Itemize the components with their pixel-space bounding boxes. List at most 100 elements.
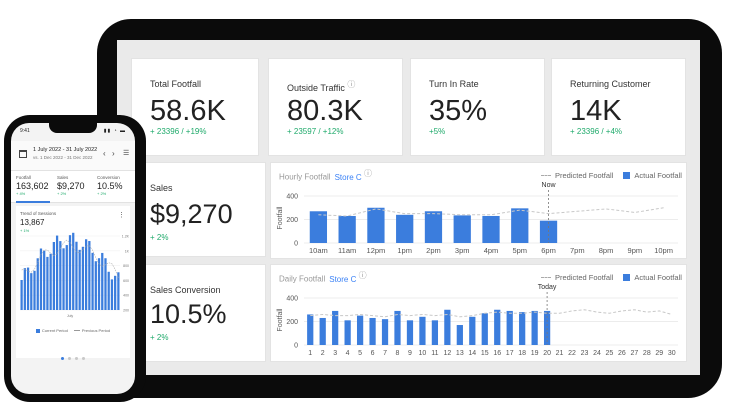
predicted-footfall-line (310, 309, 672, 318)
y-tick-label: 1.2K (122, 235, 130, 239)
sessions-legend: Current Period Previous Period (16, 328, 130, 333)
sessions-chart-card: Trend of Sessions 13,867 + 1% ⋮ 1.2K 1K 80… (16, 206, 130, 360)
x-tick-label: 3pm (455, 246, 470, 255)
metric-value: 10.5% (97, 181, 123, 191)
x-tick-label: 22 (568, 350, 576, 357)
actual-footfall-bar (381, 319, 389, 345)
sales-delta: + 2% (150, 233, 169, 242)
y-tick-label: 1K (125, 249, 130, 253)
x-tick-label: 9 (408, 350, 412, 357)
current-period-bar (33, 270, 36, 310)
current-period-bar (75, 241, 78, 310)
x-tick-label: 23 (581, 350, 589, 357)
page-dot[interactable] (61, 357, 64, 360)
y-tick-label: 200 (286, 319, 298, 326)
legend-predicted: Predicted Footfall (555, 273, 614, 282)
store-selector[interactable]: Store C (334, 172, 362, 182)
actual-footfall-bar (332, 310, 339, 345)
marker-label: Now (542, 182, 557, 189)
actual-footfall-bar (344, 320, 351, 345)
current-period-bar (104, 258, 107, 310)
actual-footfall-bar (519, 312, 526, 345)
x-tick-label: 6pm (541, 246, 556, 255)
sales-conversion-delta: + 2% (150, 333, 169, 342)
hourly-chart-title: Hourly Footfall Store C ⓘ (279, 168, 372, 182)
kpi-value: 58.6K (150, 95, 226, 127)
store-selector[interactable]: Store C (329, 274, 357, 284)
actual-footfall-bar (482, 215, 500, 243)
prev-period-button[interactable]: ‹ (103, 149, 106, 158)
current-period-bar (91, 252, 94, 310)
daily-footfall-card[interactable]: Daily Footfall Store C ⓘ Predicted Footfa… (270, 264, 687, 362)
legend-predicted: Predicted Footfall (555, 171, 614, 180)
status-icons: ▮▮ ◔ ▬ (103, 128, 126, 134)
date-range[interactable]: 1 July 2022 - 31 July 2022 (33, 147, 98, 153)
next-period-button[interactable]: › (112, 149, 115, 158)
current-period-bar (20, 280, 23, 310)
kpi-value: 14K (570, 95, 622, 127)
x-tick-label: 1pm (397, 246, 412, 255)
current-period-bar (72, 232, 75, 310)
predicted-legend-line (541, 277, 551, 278)
chart-title-text: Hourly Footfall (279, 172, 331, 182)
info-icon[interactable]: ⓘ (347, 80, 356, 89)
actual-footfall-bar (444, 309, 451, 345)
metric-tab-conversion[interactable]: Conversion 10.5% + 2% (97, 175, 123, 196)
actual-footfall-bar (394, 310, 401, 345)
page-dot[interactable] (75, 357, 78, 360)
legend-actual: Actual Footfall (634, 171, 682, 180)
kpi-card-returning-customer[interactable]: Returning Customer 14K + 23396 / +4% (551, 58, 686, 156)
kpi-title: Total Footfall (150, 79, 202, 89)
info-icon[interactable]: ⓘ (358, 271, 367, 280)
current-period-swatch (35, 328, 40, 333)
x-tick-label: 1 (308, 350, 312, 357)
metric-tab-sales[interactable]: Sales $9,270 + 2% (57, 175, 85, 196)
current-period-bar (65, 245, 68, 310)
x-tick-label: 20 (543, 350, 551, 357)
x-tick-label: 12pm (367, 246, 386, 255)
menu-icon[interactable]: ☰ (123, 150, 130, 157)
phone-metric-tabs: Footfall 163,602 + 4% Sales $9,270 + 2% … (11, 171, 135, 203)
y-tick-label: 200 (286, 217, 298, 224)
x-tick-label: 13 (456, 350, 464, 357)
x-tick-label: 12 (443, 350, 451, 357)
x-tick-label: 25 (606, 350, 614, 357)
current-period-bar (62, 248, 65, 310)
phone-notch (49, 123, 97, 133)
daily-chart-title: Daily Footfall Store C ⓘ (279, 270, 367, 284)
kpi-card-turn-in-rate[interactable]: Turn In Rate 35% +5% (410, 58, 545, 156)
page-dot[interactable] (82, 357, 85, 360)
x-axis-label: July (67, 314, 73, 318)
x-tick-label: 28 (643, 350, 651, 357)
page-dot[interactable] (68, 357, 71, 360)
kpi-card-outside-traffic[interactable]: Outside Traffic ⓘ 80.3K + 23597 / +12% (268, 58, 403, 156)
calendar-icon[interactable] (19, 150, 27, 158)
y-tick-label: 800 (123, 264, 129, 268)
x-tick-label: 30 (668, 350, 676, 357)
daily-legend: Predicted Footfall Actual Footfall (541, 273, 682, 282)
x-tick-label: 7pm (570, 246, 585, 255)
kpi-card-total-footfall[interactable]: Total Footfall 58.6K + 23396 / +19% (131, 58, 259, 156)
x-tick-label: 5pm (512, 246, 527, 255)
more-options-icon[interactable]: ⋮ (118, 212, 125, 219)
kpi-value: 35% (429, 95, 488, 127)
actual-footfall-bar (469, 316, 476, 345)
y-tick-label: 400 (286, 296, 298, 303)
sales-conversion-card[interactable]: Sales Conversion 10.5% + 2% (131, 264, 266, 362)
current-period-bar (55, 235, 59, 310)
kpi-delta: + 23396 / +19% (150, 127, 207, 136)
hourly-footfall-card[interactable]: Hourly Footfall Store C ⓘ Predicted Footf… (270, 162, 687, 259)
actual-footfall-bar (338, 215, 356, 243)
x-tick-label: 19 (531, 350, 539, 357)
current-period-bar (101, 252, 104, 310)
sales-card[interactable]: Sales $9,270 + 2% (131, 162, 266, 257)
x-tick-label: 15 (481, 350, 489, 357)
metric-tab-footfall[interactable]: Footfall 163,602 + 4% (16, 175, 49, 196)
actual-footfall-bar (367, 207, 385, 243)
actual-footfall-bar (309, 211, 328, 243)
y-tick-label: 200 (123, 309, 129, 313)
marker-label: Today (538, 284, 557, 291)
x-tick-label: 3 (333, 350, 337, 357)
x-tick-label: 8pm (599, 246, 614, 255)
info-icon[interactable]: ⓘ (363, 169, 372, 178)
